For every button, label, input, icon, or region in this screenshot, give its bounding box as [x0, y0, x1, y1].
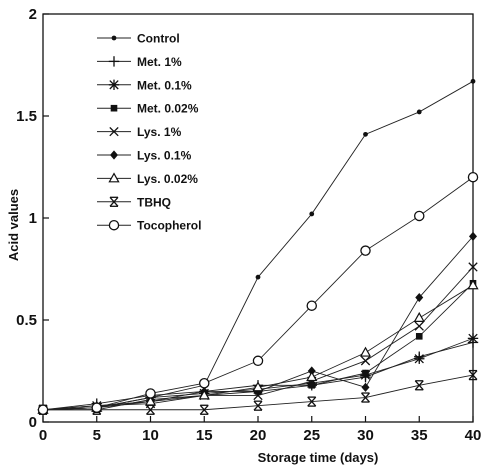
- series-tocopherol: [37, 171, 479, 416]
- data-point: [306, 300, 317, 311]
- x-tick-label: 40: [465, 427, 481, 444]
- legend-label: Lys. 0.1%: [137, 149, 192, 163]
- data-point: [467, 279, 479, 290]
- data-point: [414, 380, 424, 391]
- y-tick-label: 2: [29, 6, 37, 23]
- data-point: [309, 211, 315, 217]
- legend-item-met-0-02: Met. 0.02%: [97, 102, 199, 116]
- data-point: [146, 404, 155, 415]
- data-point: [199, 404, 209, 415]
- data-point: [307, 366, 316, 376]
- data-point: [413, 210, 425, 222]
- x-axis-ticks: 0 5 10 15 20 25 30 35 40: [39, 416, 481, 444]
- data-point: [361, 382, 370, 392]
- data-point: [413, 311, 425, 322]
- y-tick-label: 1: [29, 210, 37, 227]
- legend-label: Met. 1%: [137, 55, 182, 69]
- legend-label: TBHQ: [137, 195, 171, 209]
- series-line: [42, 337, 474, 411]
- data-point: [255, 274, 261, 280]
- legend-item-lys-0-02: Lys. 0.02%: [97, 172, 198, 186]
- data-point: [470, 78, 476, 84]
- x-tick-label: 5: [93, 427, 101, 444]
- legend-item-met-0-1: Met. 0.1%: [97, 78, 192, 92]
- data-point: [198, 377, 210, 389]
- legend-item-tbhq: TBHQ: [97, 195, 171, 209]
- legend-item-lys-0-1: Lys. 0.1%: [97, 149, 192, 163]
- x-tick-label: 30: [357, 427, 374, 444]
- data-point: [416, 109, 422, 115]
- data-point: [468, 369, 478, 381]
- series-line: [42, 342, 474, 411]
- data-point: [254, 386, 262, 396]
- data-point: [361, 392, 370, 403]
- legend-marker: [109, 126, 119, 137]
- data-point: [414, 353, 425, 364]
- x-tick-label: 15: [196, 427, 213, 444]
- legend-marker: [109, 196, 119, 207]
- data-point: [91, 402, 103, 413]
- y-axis-title: Acid values: [6, 189, 21, 261]
- legend-marker: [108, 219, 120, 231]
- data-point: [415, 333, 423, 340]
- series-met-1: [37, 337, 479, 415]
- legend-item-met-1: Met. 1%: [97, 55, 182, 69]
- data-point: [252, 381, 264, 392]
- data-point: [468, 262, 478, 272]
- legend-marker: [111, 35, 117, 41]
- x-tick-label: 0: [39, 427, 47, 444]
- legend-label: Met. 0.02%: [137, 102, 199, 116]
- x-tick-label: 35: [411, 427, 428, 444]
- legend-item-lys-1: Lys. 1%: [97, 125, 182, 139]
- legend-marker: [108, 56, 120, 67]
- legend-label: Control: [137, 32, 180, 46]
- series-line: [42, 176, 474, 411]
- legend-label: Lys. 1%: [137, 125, 182, 139]
- data-point: [467, 171, 479, 183]
- y-tick-label: 0.5: [16, 312, 37, 329]
- data-point: [253, 400, 263, 411]
- x-axis-title: Storage time (days): [258, 450, 379, 465]
- data-point: [252, 355, 264, 367]
- legend-label: Met. 0.1%: [137, 78, 192, 92]
- data-point: [414, 321, 424, 331]
- legend: Control Met. 1% Met. 0.1% Met. 0.02% Lys. 1%…: [97, 32, 201, 233]
- series-layer: [37, 78, 479, 416]
- data-point: [360, 356, 371, 366]
- y-tick-label: 0: [29, 414, 37, 431]
- data-point: [363, 131, 368, 137]
- y-tick-label: 1.5: [16, 108, 37, 125]
- legend-label: Tocopherol: [137, 219, 201, 233]
- y-axis-ticks: 0 0.5 1 1.5 2: [16, 6, 49, 431]
- data-point: [306, 371, 318, 382]
- data-point: [362, 369, 369, 377]
- data-point: [198, 389, 210, 400]
- data-point: [415, 292, 424, 303]
- legend-marker: [110, 150, 118, 160]
- data-point: [469, 231, 477, 241]
- legend-marker: [108, 172, 120, 183]
- data-point: [145, 388, 156, 399]
- legend-item-control: Control: [97, 32, 180, 46]
- data-point: [308, 381, 316, 389]
- x-tick-label: 10: [142, 427, 159, 444]
- legend-item-tocopherol: Tocopherol: [97, 219, 201, 233]
- data-point: [359, 346, 372, 357]
- legend-marker: [110, 104, 118, 112]
- legend-label: Lys. 0.02%: [137, 172, 198, 186]
- x-tick-label: 25: [303, 427, 320, 444]
- data-point: [37, 404, 49, 416]
- legend-marker: [108, 79, 120, 90]
- data-point: [360, 245, 371, 256]
- x-tick-label: 20: [250, 427, 267, 444]
- data-point: [307, 396, 317, 407]
- data-point: [467, 333, 479, 344]
